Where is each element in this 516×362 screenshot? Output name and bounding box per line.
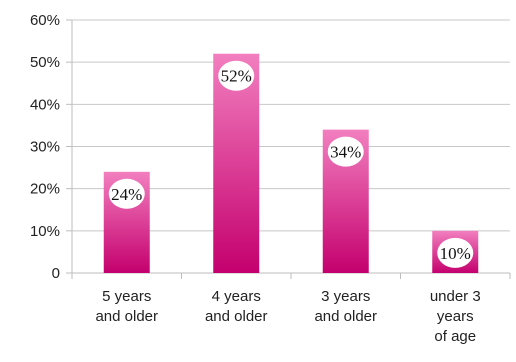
category-label: 5 years and older bbox=[95, 288, 158, 325]
data-label-bubble bbox=[327, 136, 364, 167]
category-labels: 5 years and older 4 years and older 3 years a… bbox=[95, 288, 480, 345]
category-label: 3 years and older bbox=[314, 288, 377, 325]
y-tick-label: 30% bbox=[30, 139, 60, 156]
data-label-bubble bbox=[437, 237, 474, 268]
y-tick-labels: 0 10% 20% 30% 40% 50% 60% bbox=[30, 12, 60, 282]
category-label: 4 years and older bbox=[205, 288, 268, 325]
data-label-bubble bbox=[108, 178, 145, 209]
y-tick-label: 50% bbox=[30, 54, 60, 71]
y-tick-label: 40% bbox=[30, 96, 60, 113]
data-label: 24% bbox=[111, 185, 142, 204]
y-tick-label: 20% bbox=[30, 181, 60, 198]
bars bbox=[103, 53, 479, 273]
y-tick-label: 10% bbox=[30, 223, 60, 240]
data-label: 52% bbox=[221, 67, 252, 86]
data-label-bubble bbox=[218, 60, 255, 91]
data-labels: 24% 52% 34% 10% bbox=[108, 60, 474, 268]
data-label: 34% bbox=[330, 143, 361, 162]
data-label: 10% bbox=[440, 244, 471, 263]
y-tick-label: 60% bbox=[30, 12, 60, 29]
y-tick-label: 0 bbox=[52, 265, 60, 282]
category-label: under 3 years of age bbox=[430, 288, 481, 345]
